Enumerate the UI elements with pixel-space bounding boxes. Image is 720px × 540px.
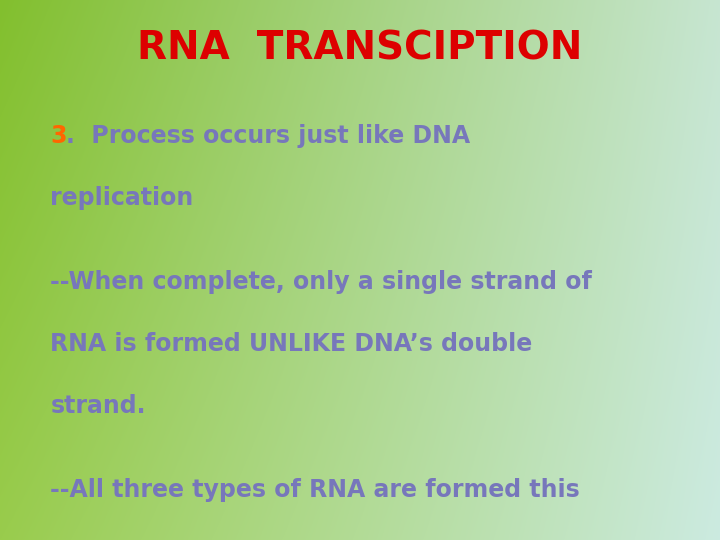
Text: --When complete, only a single strand of: --When complete, only a single strand of: [50, 270, 593, 294]
Text: RNA is formed UNLIKE DNA’s double: RNA is formed UNLIKE DNA’s double: [50, 332, 533, 356]
Text: --All three types of RNA are formed this: --All three types of RNA are formed this: [50, 478, 580, 502]
Text: strand.: strand.: [50, 394, 146, 418]
Text: .  Process occurs just like DNA: . Process occurs just like DNA: [66, 124, 470, 148]
Text: replication: replication: [50, 186, 194, 210]
Text: RNA  TRANSCIPTION: RNA TRANSCIPTION: [138, 30, 582, 68]
Text: 3: 3: [50, 124, 67, 148]
